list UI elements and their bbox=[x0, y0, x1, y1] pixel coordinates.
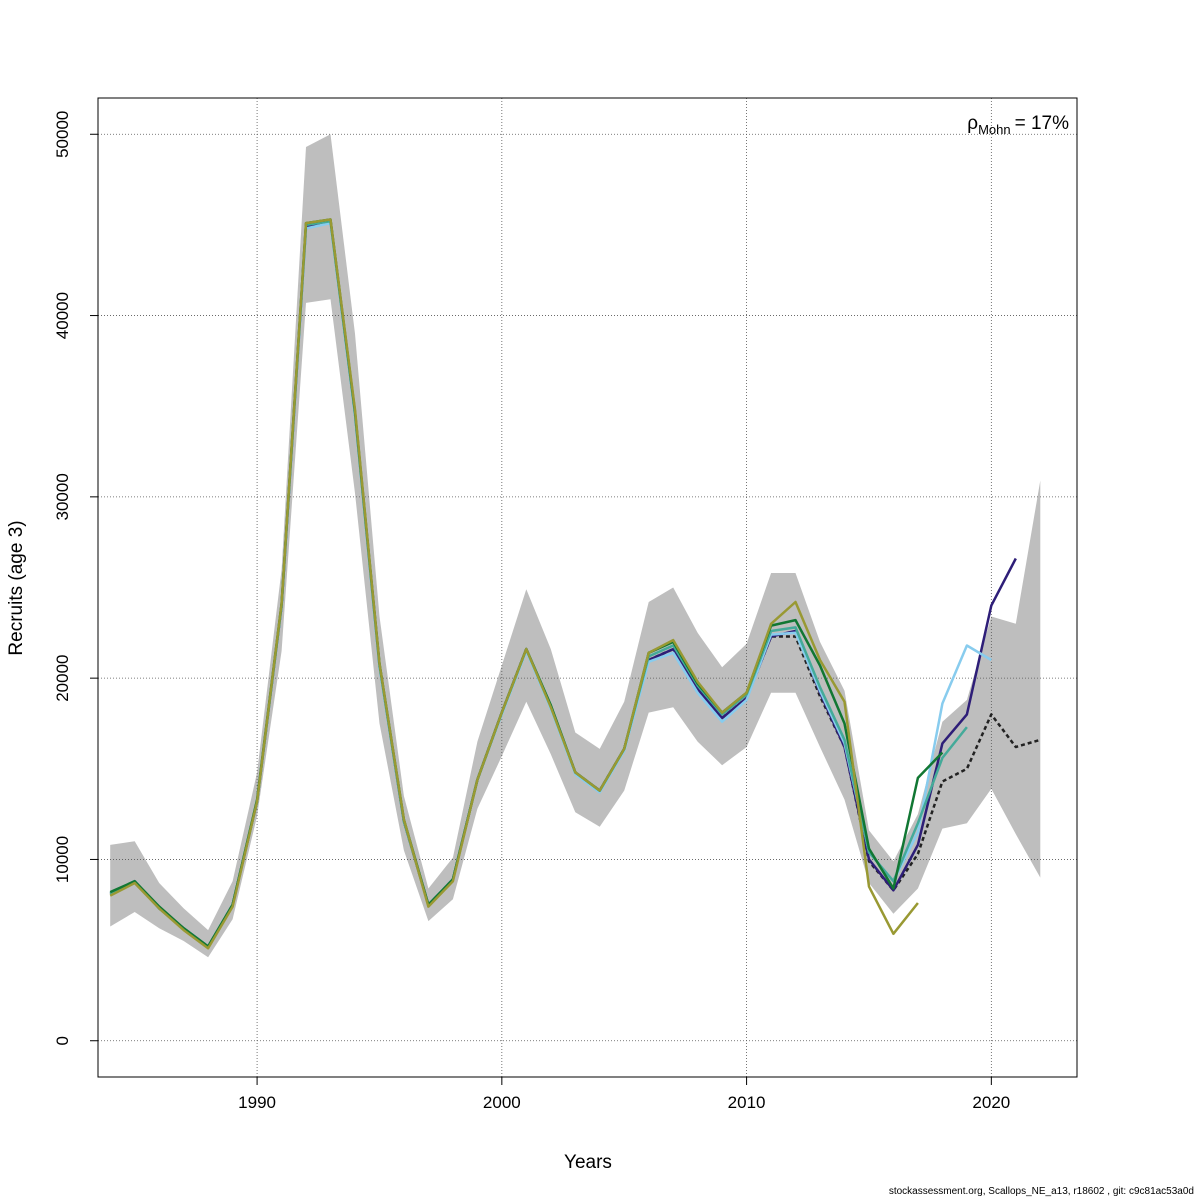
confidence-band-area bbox=[110, 134, 1041, 958]
footer-credit: stockassessment.org, Scallops_NE_a13, r1… bbox=[888, 1186, 1194, 1197]
rho-annotation: ρMohn = 17% bbox=[967, 113, 1069, 137]
plot-frame bbox=[97, 97, 1078, 1078]
y-tick-label: 30000 bbox=[53, 473, 72, 520]
y-tick-label: 0 bbox=[53, 1036, 72, 1045]
x-tick-label: 1990 bbox=[238, 1093, 276, 1112]
series-lines bbox=[109, 218, 1041, 950]
x-tick-label: 2020 bbox=[972, 1093, 1010, 1112]
series-line-6 bbox=[109, 218, 919, 950]
grid bbox=[98, 98, 1077, 1077]
rho-value: = 17% bbox=[1015, 113, 1070, 134]
y-tick-label: 50000 bbox=[53, 111, 72, 158]
y-tick-label: 40000 bbox=[53, 292, 72, 339]
axes: 1990 2000 2010 2020 0 10000 20000 30000 40000 500… bbox=[53, 111, 1010, 1112]
y-axis-title: Recruits (age 3) bbox=[6, 520, 27, 655]
y-tick-label: 10000 bbox=[53, 836, 72, 883]
rho-subscript: Mohn bbox=[978, 122, 1011, 137]
confidence-band bbox=[110, 134, 1041, 958]
rho-symbol: ρ bbox=[967, 113, 978, 134]
x-tick-label: 2010 bbox=[728, 1093, 766, 1112]
x-tick-label: 2000 bbox=[483, 1093, 521, 1112]
series-line-5 bbox=[109, 218, 944, 948]
x-axis-title: Years bbox=[564, 1152, 612, 1173]
y-tick-label: 20000 bbox=[53, 655, 72, 702]
series-line-4 bbox=[109, 220, 968, 948]
